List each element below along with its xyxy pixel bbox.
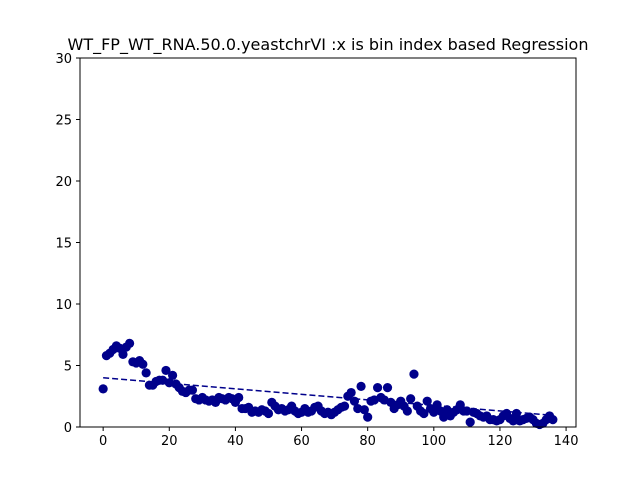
data-point	[359, 405, 369, 415]
data-point	[373, 383, 383, 393]
y-tick-label: 0	[64, 421, 72, 436]
x-tick-label: 100	[421, 434, 446, 449]
x-tick-label: 140	[554, 434, 579, 449]
data-point	[118, 349, 128, 360]
data-point	[511, 408, 522, 419]
data-point	[382, 383, 393, 393]
data-point	[263, 408, 274, 419]
y-tick-label: 15	[55, 237, 72, 252]
x-tick-label: 40	[227, 434, 244, 449]
x-tick-label: 60	[293, 434, 310, 449]
plot-area	[98, 338, 558, 430]
data-point	[141, 368, 151, 378]
data-point	[406, 394, 416, 404]
data-point	[339, 401, 350, 411]
x-tick-label: 120	[488, 434, 513, 449]
data-point	[363, 412, 373, 422]
data-point	[419, 408, 429, 419]
x-tick-label: 20	[161, 434, 178, 449]
data-point	[356, 381, 366, 392]
y-tick-label: 20	[55, 175, 72, 190]
axis-ticks: 0 20 40 60 80 100 120 140 0 5 10 15 20 25 30	[55, 52, 578, 449]
y-tick-label: 5	[64, 360, 72, 375]
data-point	[508, 416, 518, 426]
data-point	[187, 385, 198, 395]
data-point	[161, 365, 171, 376]
data-point	[138, 359, 148, 369]
y-tick-label: 10	[55, 298, 72, 313]
chart-title: WT_FP_WT_RNA.50.0.yeastchrVI :x is bin i…	[68, 35, 589, 55]
data-point	[234, 392, 244, 403]
data-point	[409, 369, 419, 379]
y-tick-label: 30	[55, 52, 72, 67]
data-point	[422, 396, 432, 406]
x-tick-label: 80	[359, 434, 376, 449]
y-tick-label: 25	[55, 114, 72, 129]
data-point	[98, 384, 108, 394]
data-point	[548, 415, 558, 425]
plot-frame	[79, 57, 577, 428]
data-point	[125, 338, 135, 348]
data-point	[465, 417, 475, 427]
data-point	[346, 387, 356, 398]
data-point	[167, 370, 178, 380]
data-point	[402, 406, 412, 416]
regression-line	[103, 377, 553, 417]
x-tick-label: 0	[99, 434, 107, 449]
